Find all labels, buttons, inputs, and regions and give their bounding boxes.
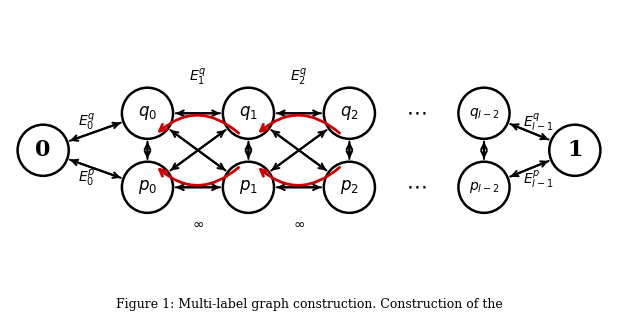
Text: $q_2$: $q_2$ bbox=[340, 104, 359, 122]
Text: 0: 0 bbox=[35, 139, 51, 161]
FancyArrowPatch shape bbox=[273, 130, 326, 169]
FancyArrowPatch shape bbox=[245, 142, 251, 157]
Text: $E_{l-1}^q$: $E_{l-1}^q$ bbox=[522, 111, 553, 133]
FancyArrowPatch shape bbox=[271, 131, 324, 171]
FancyArrowPatch shape bbox=[159, 115, 239, 133]
FancyArrowPatch shape bbox=[72, 160, 121, 178]
Text: $q_0$: $q_0$ bbox=[138, 104, 157, 122]
Text: $p_{l-2}$: $p_{l-2}$ bbox=[468, 180, 499, 195]
FancyArrowPatch shape bbox=[172, 130, 226, 169]
Text: $\infty$: $\infty$ bbox=[293, 217, 305, 231]
FancyArrowPatch shape bbox=[176, 111, 218, 116]
Text: $\cdots$: $\cdots$ bbox=[407, 104, 427, 123]
FancyArrowPatch shape bbox=[481, 142, 487, 157]
Text: Figure 1: Multi-label graph construction. Construction of the: Figure 1: Multi-label graph construction… bbox=[116, 298, 502, 311]
Circle shape bbox=[122, 162, 173, 213]
Text: $\infty$: $\infty$ bbox=[192, 217, 204, 231]
FancyArrowPatch shape bbox=[70, 160, 119, 178]
FancyArrowPatch shape bbox=[510, 124, 546, 139]
Circle shape bbox=[223, 162, 274, 213]
Text: $E_{l-1}^p$: $E_{l-1}^p$ bbox=[522, 168, 553, 190]
Text: $E_0^p$: $E_0^p$ bbox=[78, 168, 96, 189]
FancyArrowPatch shape bbox=[172, 131, 226, 171]
FancyArrowPatch shape bbox=[347, 142, 352, 157]
Text: $p_2$: $p_2$ bbox=[340, 178, 359, 196]
FancyArrowPatch shape bbox=[261, 167, 340, 185]
FancyArrowPatch shape bbox=[347, 144, 352, 159]
FancyArrowPatch shape bbox=[178, 185, 220, 190]
FancyArrowPatch shape bbox=[273, 131, 326, 171]
FancyArrowPatch shape bbox=[277, 185, 319, 190]
Circle shape bbox=[324, 88, 375, 139]
FancyArrowPatch shape bbox=[145, 142, 150, 157]
Text: $p_1$: $p_1$ bbox=[239, 178, 258, 196]
Circle shape bbox=[324, 162, 375, 213]
FancyArrowPatch shape bbox=[72, 123, 121, 141]
FancyArrowPatch shape bbox=[70, 123, 119, 141]
Text: $E_2^q$: $E_2^q$ bbox=[290, 67, 308, 88]
FancyArrowPatch shape bbox=[261, 115, 340, 133]
FancyArrowPatch shape bbox=[510, 161, 546, 176]
Circle shape bbox=[122, 88, 173, 139]
FancyArrowPatch shape bbox=[176, 185, 218, 190]
Circle shape bbox=[459, 162, 510, 213]
FancyArrowPatch shape bbox=[245, 144, 251, 159]
Text: $q_1$: $q_1$ bbox=[239, 104, 258, 122]
Circle shape bbox=[223, 88, 274, 139]
Text: $E_0^q$: $E_0^q$ bbox=[78, 111, 96, 133]
FancyArrowPatch shape bbox=[512, 124, 549, 139]
Circle shape bbox=[17, 125, 69, 176]
FancyArrowPatch shape bbox=[481, 144, 487, 159]
FancyArrowPatch shape bbox=[171, 131, 224, 171]
Circle shape bbox=[459, 88, 510, 139]
FancyArrowPatch shape bbox=[512, 161, 549, 176]
FancyArrowPatch shape bbox=[145, 144, 150, 159]
FancyArrowPatch shape bbox=[159, 167, 239, 185]
FancyArrowPatch shape bbox=[178, 111, 220, 116]
FancyArrowPatch shape bbox=[279, 111, 321, 116]
Text: $p_0$: $p_0$ bbox=[138, 178, 157, 196]
FancyArrowPatch shape bbox=[279, 185, 321, 190]
Text: $\cdots$: $\cdots$ bbox=[407, 178, 427, 197]
Circle shape bbox=[549, 125, 601, 176]
FancyArrowPatch shape bbox=[271, 130, 324, 169]
FancyArrowPatch shape bbox=[171, 130, 224, 169]
Text: $E_1^q$: $E_1^q$ bbox=[189, 67, 206, 88]
FancyArrowPatch shape bbox=[277, 111, 319, 116]
Text: $q_{l-2}$: $q_{l-2}$ bbox=[468, 106, 499, 121]
Text: 1: 1 bbox=[567, 139, 583, 161]
